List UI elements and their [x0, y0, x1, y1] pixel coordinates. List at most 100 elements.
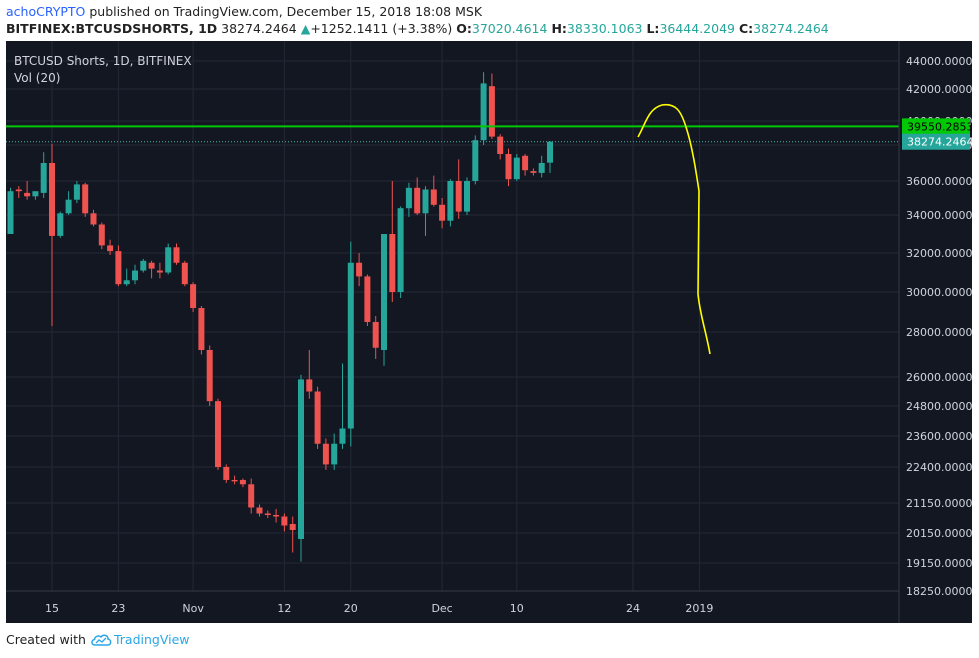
- candle-body: [40, 163, 47, 193]
- price-tick-label: 22400.0000: [906, 461, 972, 474]
- volume-indicator-label[interactable]: Vol (20): [14, 71, 60, 85]
- author-link[interactable]: achoCRYPTO: [6, 4, 86, 19]
- candles: [7, 72, 553, 562]
- candle-body: [331, 443, 338, 465]
- candle: [123, 268, 130, 287]
- candle-body: [215, 401, 221, 467]
- time-tick-label: 20: [344, 602, 358, 615]
- candle-body: [439, 204, 446, 221]
- candle: [306, 350, 313, 399]
- candle-body: [347, 262, 354, 429]
- candle: [248, 478, 255, 514]
- candle: [215, 398, 221, 470]
- candle: [422, 186, 429, 236]
- time-tick-label: 24: [626, 602, 640, 615]
- candle: [439, 198, 446, 229]
- footer: Created with TradingView: [6, 632, 190, 647]
- candle-body: [538, 163, 545, 173]
- tradingview-logo[interactable]: TradingView: [90, 632, 190, 647]
- candle-body: [464, 181, 470, 212]
- time-tick-label: 12: [277, 602, 291, 615]
- candle: [264, 510, 271, 518]
- candle: [173, 243, 180, 265]
- candle-body: [505, 154, 512, 180]
- candle-body: [165, 247, 172, 273]
- candle: [464, 177, 470, 215]
- candle-body: [32, 191, 39, 197]
- candle: [256, 504, 263, 517]
- candle: [381, 234, 387, 366]
- candle-body: [57, 213, 64, 236]
- candle-body: [98, 224, 105, 246]
- published-text: published on TradingView.com, December 1…: [89, 4, 483, 19]
- candle: [455, 159, 462, 219]
- price-tick-label: 30000.0000: [906, 286, 972, 299]
- price-tick-label: 24800.0000: [906, 400, 972, 413]
- candle: [24, 181, 31, 200]
- candle: [530, 168, 537, 176]
- candle-body: [497, 136, 504, 154]
- candle: [339, 363, 346, 449]
- ohlc-header: BITFINEX:BTCUSDSHORTS, 1D 38274.2464 ▲+1…: [6, 21, 829, 36]
- price-chart[interactable]: 44000.000042000.000040000.000038000.0000…: [6, 41, 972, 623]
- candle-body: [198, 308, 205, 350]
- high-value: 38330.1063: [566, 21, 643, 36]
- projection-drawing[interactable]: [637, 103, 711, 355]
- candle-body: [73, 184, 80, 200]
- candle: [522, 154, 529, 176]
- candle-body: [273, 515, 280, 517]
- candle: [414, 177, 421, 215]
- low-value: 36444.2049: [659, 21, 735, 36]
- price-tick-label: 34000.0000: [906, 209, 972, 222]
- tradingview-brand: TradingView: [113, 632, 190, 647]
- candle-body: [148, 262, 155, 269]
- price-change: +1252.1411 (+3.38%): [310, 21, 453, 36]
- candle: [198, 306, 205, 355]
- price-tick-label: 20150.0000: [906, 527, 972, 540]
- candle: [538, 155, 545, 178]
- time-tick-label: Nov: [182, 602, 204, 615]
- levels: [6, 125, 899, 143]
- candle-body: [90, 213, 97, 225]
- chart-title: BTCUSD Shorts, 1D, BITFINEX: [14, 54, 192, 68]
- candle: [314, 386, 321, 449]
- candle: [298, 374, 304, 562]
- price-tick-label: 42000.0000: [906, 83, 972, 96]
- candle-body: [65, 199, 72, 214]
- candle-body: [356, 262, 363, 277]
- candle-body: [156, 270, 163, 273]
- candle: [148, 260, 155, 279]
- price-axis[interactable]: 44000.000042000.000040000.000038000.0000…: [898, 41, 972, 623]
- candle: [505, 148, 512, 187]
- candle: [488, 73, 495, 139]
- candle: [156, 262, 163, 279]
- candle: [347, 241, 354, 447]
- candle: [65, 191, 72, 215]
- candle-body: [480, 83, 487, 141]
- candle: [331, 433, 338, 470]
- candle: [181, 260, 188, 287]
- candle-body: [231, 479, 238, 482]
- candle-body: [322, 443, 329, 465]
- candle-body: [397, 208, 404, 292]
- candle-body: [223, 467, 230, 480]
- candle: [389, 181, 396, 302]
- publish-info: achoCRYPTO published on TradingView.com,…: [6, 4, 482, 19]
- candle: [90, 209, 97, 227]
- last-price-tag: [902, 133, 970, 150]
- candle: [447, 179, 454, 227]
- level-price-label: 39550.2853: [907, 120, 972, 133]
- candle: [397, 206, 404, 298]
- candle-body: [547, 141, 553, 163]
- candle-body: [530, 171, 537, 173]
- time-tick-label: 10: [510, 602, 524, 615]
- candle-body: [364, 276, 371, 322]
- last-price-label: 38274.2464: [907, 136, 972, 149]
- candle-body: [181, 262, 188, 285]
- candle: [49, 143, 55, 326]
- candle-body: [289, 524, 296, 530]
- time-axis[interactable]: 15 23 Nov 12 20 Dec 10 24 2019: [6, 590, 899, 615]
- price-tick-label: 36000.0000: [906, 175, 972, 188]
- open-value: 37020.4614: [471, 21, 548, 36]
- candle: [356, 253, 363, 287]
